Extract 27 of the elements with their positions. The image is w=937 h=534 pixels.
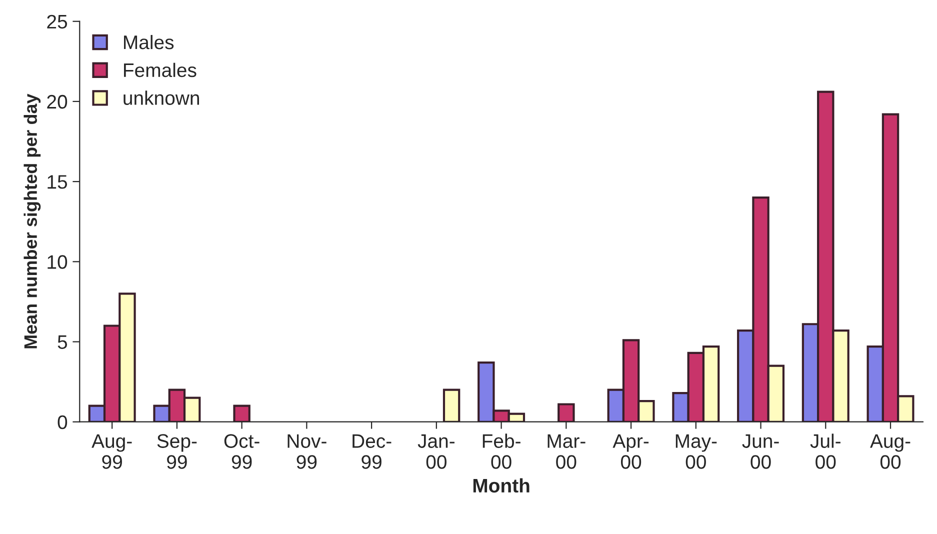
x-tick-label: Apr- 00 [612,434,649,469]
y-tick-label: 0 [58,415,68,430]
x-tick-label: Dec- 99 [352,434,392,469]
legend-label: unknown [124,90,199,105]
x-tick-label: Aug- 99 [92,434,132,469]
y-axis-title: Mean number sighted per day [24,94,41,348]
y-tick-label: 10 [48,255,68,269]
x-tick-label: Jan- 00 [418,434,454,469]
legend-label: Males [124,34,174,50]
y-tick-label: 15 [48,175,68,189]
x-tick-label: Feb- 00 [482,434,520,469]
x-tick-label: Nov- 99 [288,434,326,469]
x-axis-title: Month [473,478,530,493]
legend-label: Females [124,62,196,78]
bar [442,388,460,422]
y-tick-label: 5 [58,335,68,349]
bar [233,404,250,422]
x-tick-label: Mar- 00 [548,434,586,469]
y-tick-label: 20 [47,94,68,109]
bar [558,403,575,422]
y-tick-label: 25 [47,14,68,29]
x-tick-label: Jul- 00 [810,434,840,469]
x-tick-label: May- 00 [676,434,717,469]
x-tick-label: Sep- 99 [157,434,197,469]
x-tick-label: Aug- 00 [870,434,910,469]
x-tick-label: Jun- 00 [742,434,779,469]
x-tick-label: Oct- 99 [224,434,260,469]
